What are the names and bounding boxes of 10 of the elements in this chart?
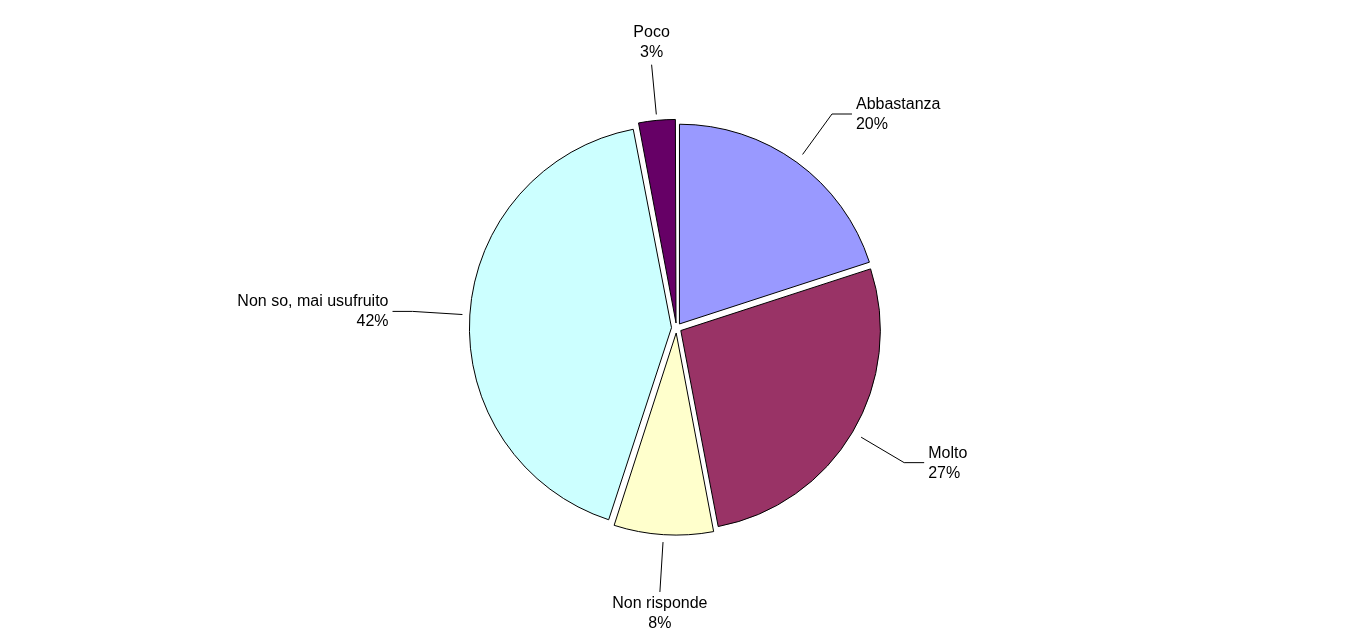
slice-label: Molto [928,443,968,461]
slice-label: Poco [633,22,670,40]
data-label: 8% [648,613,672,631]
data-label: 3% [640,42,664,60]
data-label: 42% [356,312,389,330]
data-label: 20% [855,115,888,133]
slice-label: Abbastanza [855,95,941,113]
slice-label: Non so, mai usufruito [237,292,389,310]
slice-label: Non risponde [612,593,708,611]
data-label: 27% [928,463,961,481]
